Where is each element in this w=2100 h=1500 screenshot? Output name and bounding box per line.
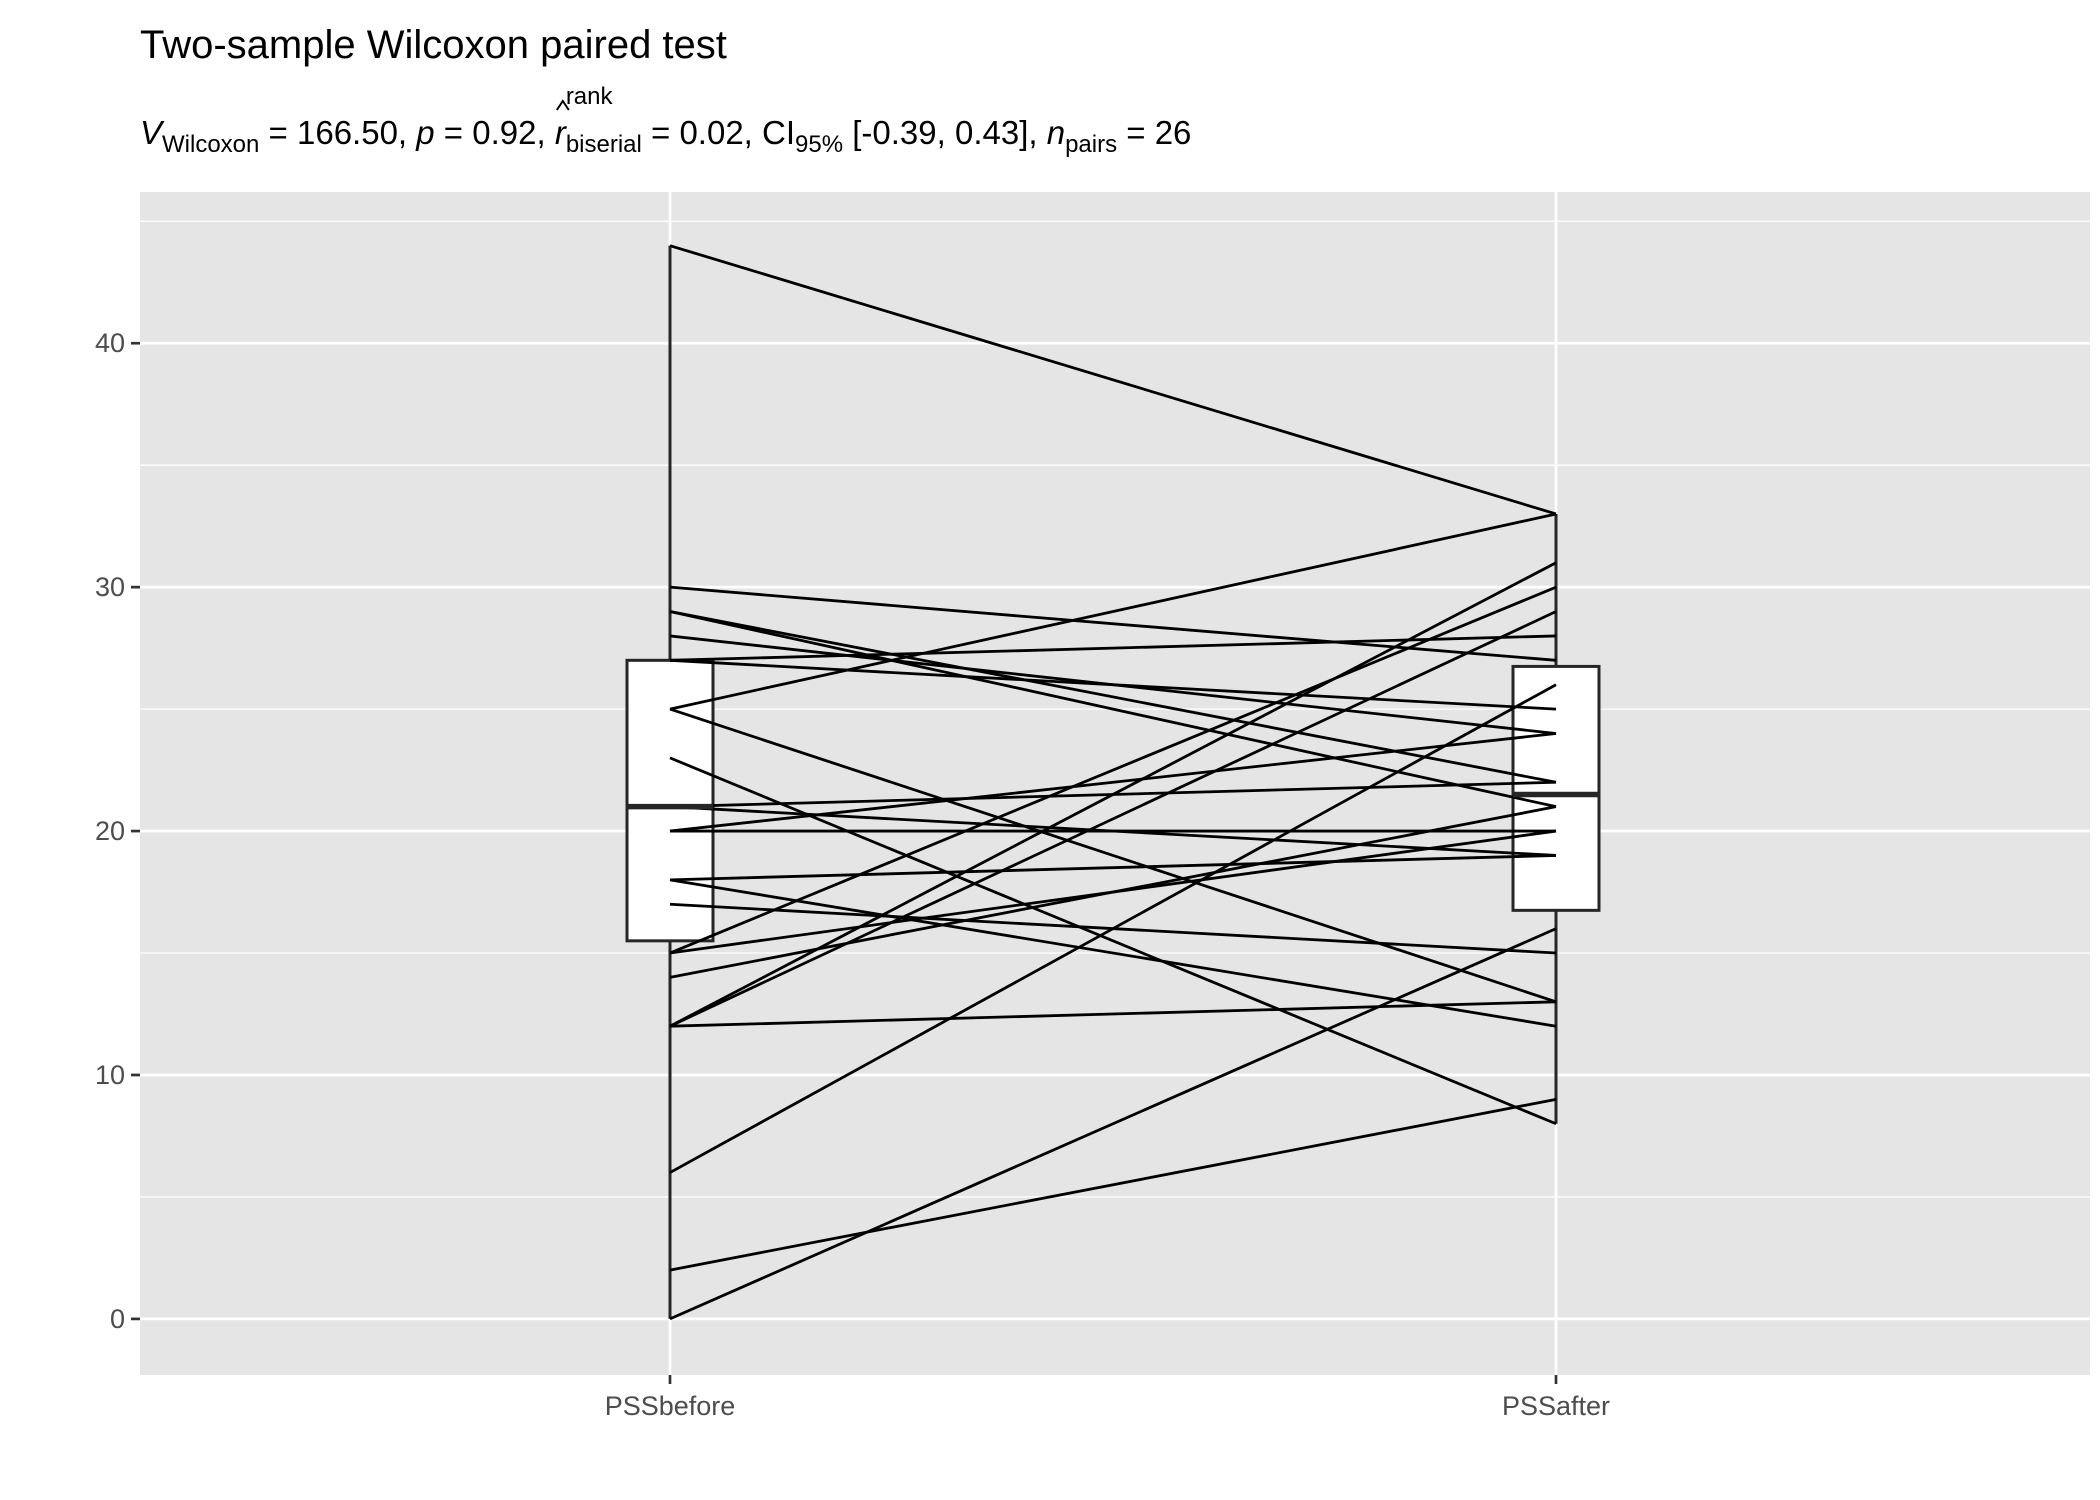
- r-sup: rank: [566, 83, 614, 110]
- r-symbol: r: [555, 114, 568, 151]
- marks: [625, 244, 1601, 1321]
- pair-line: [669, 610, 1557, 809]
- pair-line: [669, 927, 1557, 1321]
- chart-title: Two-sample Wilcoxon paired test: [140, 23, 727, 67]
- pair-line: [669, 512, 1557, 711]
- n-value: = 26: [1117, 114, 1191, 151]
- x-tick-label: PSSbefore: [605, 1391, 736, 1421]
- box-body: [625, 658, 715, 943]
- pair-line: [669, 854, 1557, 882]
- pair-line: [669, 756, 1557, 1126]
- pair-line: [669, 658, 1557, 711]
- pair-line: [669, 585, 1557, 955]
- box-body: [1511, 664, 1601, 912]
- pair-line: [669, 244, 1557, 516]
- r-value: = 0.02, CI: [642, 114, 795, 151]
- p-value: = 0.92,: [435, 114, 555, 151]
- y-tick-label: 10: [95, 1060, 125, 1090]
- pair-line: [669, 561, 1557, 1028]
- axes: 0 10 20 30 40 PSSbefore PSSafter: [95, 328, 1610, 1421]
- stat-symbol: V: [140, 114, 165, 151]
- pair-line: [669, 732, 1557, 833]
- pair-line: [669, 1000, 1557, 1028]
- y-tick-label: 20: [95, 816, 125, 846]
- y-tick-label: 0: [110, 1304, 125, 1334]
- r-sub: biserial: [566, 131, 642, 158]
- y-tick-label: 40: [95, 328, 125, 358]
- y-tick-label: 30: [95, 572, 125, 602]
- pair-line: [669, 878, 1557, 1028]
- plot-panel: [140, 192, 2090, 1375]
- ci-value: [-0.39, 0.43],: [843, 114, 1047, 151]
- x-tick-label: PSSafter: [1502, 1391, 1610, 1421]
- n-sub: pairs: [1065, 131, 1117, 158]
- pair-line: [669, 1097, 1557, 1272]
- stat-value: = 166.50,: [259, 114, 416, 151]
- pair-line: [669, 707, 1557, 1004]
- pair-line: [669, 683, 1557, 1174]
- n-symbol: n: [1047, 114, 1065, 151]
- stat-sub: Wilcoxon: [162, 131, 259, 158]
- r-hat-icon: [555, 99, 570, 111]
- ci-sub: 95%: [795, 131, 843, 158]
- p-symbol: p: [415, 114, 434, 151]
- pair-line: [669, 610, 1557, 1028]
- chart-subtitle: VWilcoxon = 166.50, p = 0.92, rbiserial …: [140, 114, 1191, 158]
- pair-line: [669, 610, 1557, 784]
